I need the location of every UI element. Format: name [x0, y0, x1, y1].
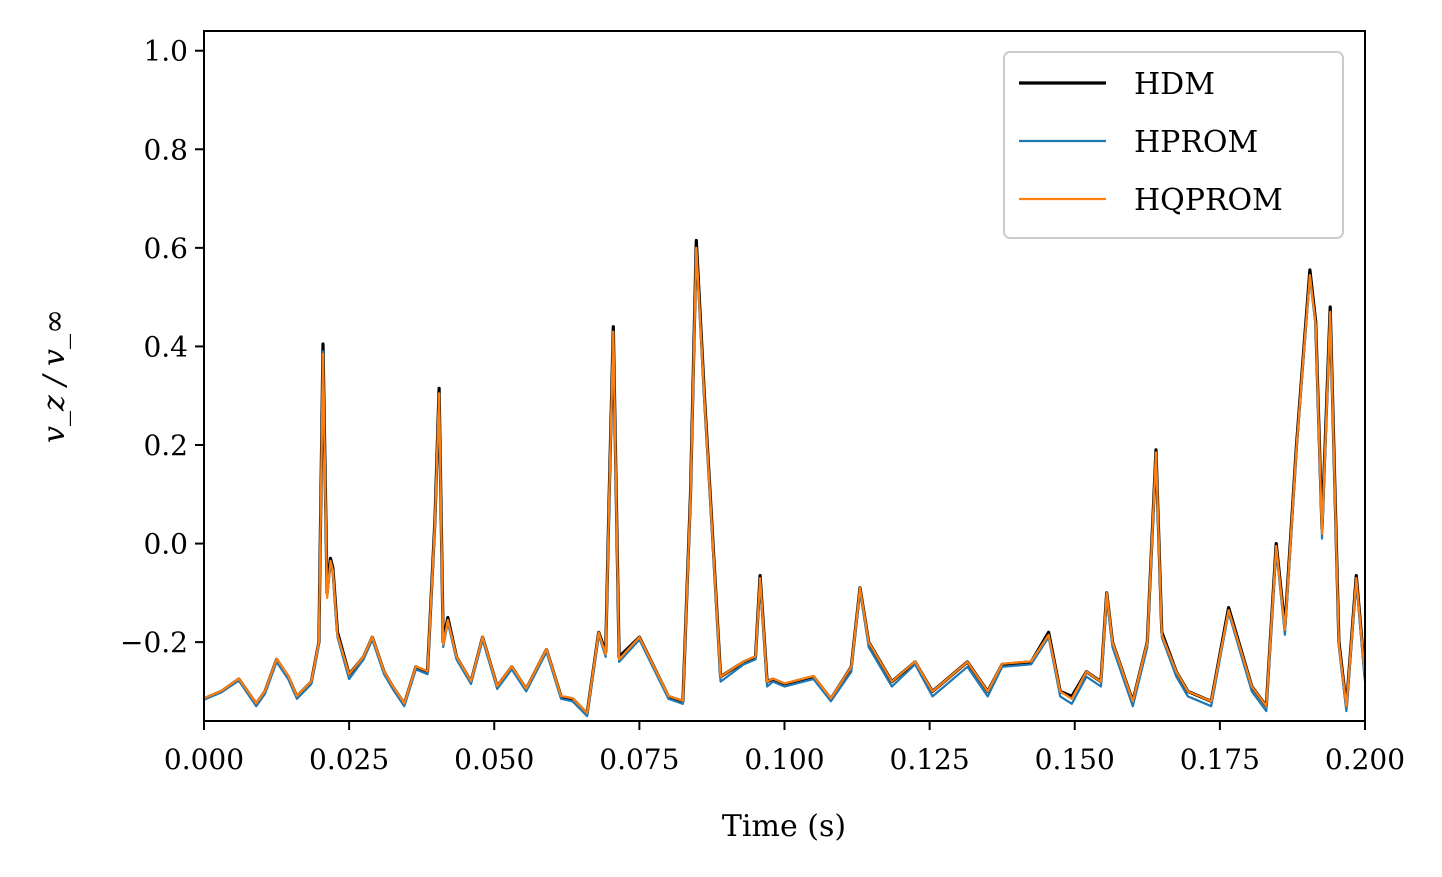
y-tick-label: 1.0 [143, 35, 188, 68]
legend-label-hdm: HDM [1134, 67, 1215, 102]
x-tick-label: 0.175 [1180, 743, 1260, 776]
x-tick-label: 0.025 [309, 743, 389, 776]
y-axis-ticks: −0.2 0.0 0.2 0.4 0.6 0.8 1.0 [120, 35, 204, 659]
x-tick-label: 0.200 [1325, 743, 1405, 776]
x-tick-label: 0.050 [454, 743, 534, 776]
x-axis-ticks: 0.000 0.025 0.050 0.075 0.100 0.125 0.150 0.175… [164, 721, 1405, 776]
x-tick-label: 0.075 [599, 743, 679, 776]
x-axis-label: Time (s) [722, 809, 846, 844]
y-tick-label: 0.0 [143, 528, 188, 561]
legend-label-hqprom: HQPROM [1134, 183, 1283, 218]
y-tick-label: 0.6 [143, 232, 188, 265]
x-tick-label: 0.150 [1035, 743, 1115, 776]
y-tick-label: 0.2 [143, 429, 188, 462]
series-line-hqprom [204, 246, 1365, 715]
x-tick-label: 0.125 [890, 743, 970, 776]
y-tick-label: −0.2 [120, 626, 188, 659]
x-tick-label: 0.100 [744, 743, 824, 776]
series-lines [204, 238, 1365, 718]
legend-box [1003, 51, 1344, 239]
x-tick-label: 0.000 [164, 743, 244, 776]
legend-label-hprom: HPROM [1134, 125, 1258, 160]
y-axis-label: v_z / v_∞ [37, 309, 72, 443]
y-tick-label: 0.4 [143, 330, 188, 363]
legend: HDM HPROM HQPROM [1003, 51, 1344, 239]
series-line-hprom [204, 246, 1365, 718]
series-line-hdm [204, 238, 1365, 716]
y-tick-label: 0.8 [143, 133, 188, 166]
